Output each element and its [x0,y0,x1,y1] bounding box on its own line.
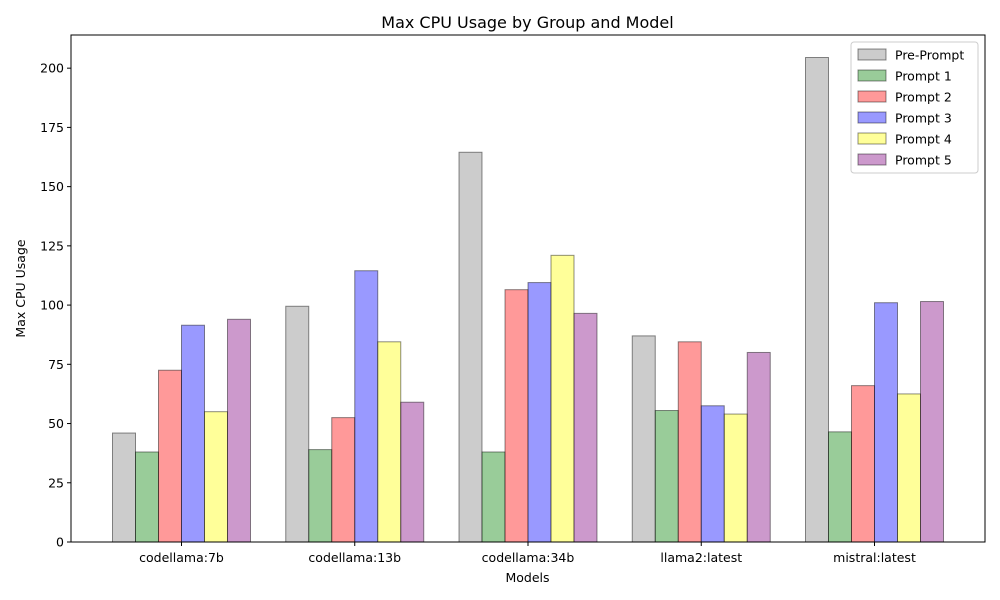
bar-prompt-1-codellama-34b [481,451,506,543]
y-tick-label: 200 [40,61,64,76]
x-axis-label: Models [505,570,549,585]
y-tick-label: 125 [40,238,64,253]
legend-swatch [857,48,887,61]
bar-prompt-2-llama2-latest [677,341,702,543]
bar-prompt-3-mistral-latest [874,302,898,543]
bar-prompt-3-codellama-13b [354,270,379,543]
x-axis: codellama:7b codellama:13b codellama:34b ll… [139,542,916,565]
y-tick-label: 100 [40,298,64,313]
bar-prompt-1-codellama-13b [308,449,333,543]
y-tick-label: 175 [40,120,64,135]
bar-prompt-2-codellama-13b [331,417,356,543]
chart-title: Max CPU Usage by Group and Model [381,13,673,32]
legend-swatch [857,90,887,103]
y-tick-label: 75 [48,357,64,372]
bar-prompt-3-codellama-34b [527,282,552,543]
bar-prompt-5-mistral-latest [920,301,944,543]
legend-swatch [857,153,887,166]
legend-label: Prompt 5 [895,153,952,168]
bar-prompt-4-codellama-13b [377,341,402,543]
bar-prompt-5-codellama-7b [227,318,251,543]
bar-prompt-4-codellama-34b [550,254,575,543]
bar-prompt-4-llama2-latest [723,413,748,543]
x-tick-label: llama2:latest [660,550,742,565]
bar-prompt-1-mistral-latest [828,431,852,543]
bar-prompt-1-codellama-7b [135,451,159,543]
bar-prompt-5-codellama-13b [400,401,425,543]
bar-prompt-4-codellama-7b [204,411,228,543]
legend-swatch [857,132,887,145]
legend: Pre-Prompt Prompt 1 Prompt 2 Prompt 3 Prompt… [850,41,979,174]
y-tick-label: 0 [56,535,64,550]
x-tick-label: codellama:13b [308,550,401,565]
bar-prompt-3-llama2-latest [700,405,725,543]
bar-prompt-2-codellama-7b [158,369,182,543]
bar-pre-prompt-mistral-latest [805,57,829,543]
legend-label: Pre-Prompt [895,48,964,63]
y-tick-label: 50 [48,416,64,431]
y-axis: 0 25 50 75 100 125 150 175 200 [40,61,71,550]
legend-label: Prompt 3 [895,111,952,126]
x-tick-label: codellama:7b [139,550,224,565]
legend-swatch [857,111,887,124]
y-tick-label: 25 [48,475,64,490]
bar-prompt-2-mistral-latest [851,385,875,543]
bar-pre-prompt-codellama-34b [458,151,483,543]
bar-prompt-5-llama2-latest [746,351,771,543]
y-axis-label: Max CPU Usage [13,239,28,337]
bar-prompt-3-codellama-7b [181,324,205,543]
bar-prompt-5-codellama-34b [573,312,598,543]
y-tick-label: 150 [40,179,64,194]
bar-prompt-4-mistral-latest [897,393,921,543]
bar-prompt-2-codellama-34b [504,289,529,543]
x-tick-label: mistral:latest [833,550,916,565]
legend-swatch [857,69,887,82]
bars-group [112,57,944,543]
legend-label: Prompt 4 [895,132,952,147]
bar-pre-prompt-llama2-latest [631,335,656,543]
legend-label: Prompt 1 [895,69,952,84]
bar-pre-prompt-codellama-7b [112,432,136,543]
x-tick-label: codellama:34b [482,550,575,565]
legend-label: Prompt 2 [895,90,952,105]
bar-pre-prompt-codellama-13b [285,305,310,543]
bar-prompt-1-llama2-latest [654,410,679,543]
